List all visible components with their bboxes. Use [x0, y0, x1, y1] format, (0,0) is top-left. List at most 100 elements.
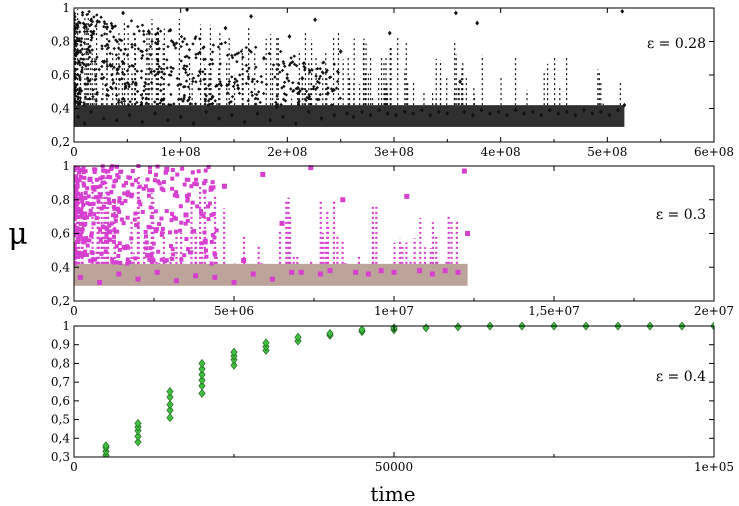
series-1	[76, 7, 627, 126]
cloud-point	[203, 178, 208, 183]
cloud-point	[292, 62, 297, 66]
cloud-point	[318, 67, 322, 71]
cloud-point	[246, 99, 250, 103]
cloud-point	[147, 188, 152, 193]
data-point	[471, 112, 475, 118]
cloud-point	[105, 64, 110, 69]
cloud-point	[80, 237, 85, 242]
cloud-point	[152, 178, 157, 183]
cloud-point	[74, 54, 78, 58]
data-point	[462, 109, 467, 115]
cloud-point	[133, 43, 137, 47]
data-point	[332, 112, 337, 118]
cloud-point	[282, 84, 286, 89]
cloud-point	[147, 225, 152, 230]
cloud-point	[139, 69, 144, 73]
cloud-point	[143, 80, 147, 85]
data-point	[241, 258, 247, 263]
cloud-point	[106, 197, 111, 202]
data-point	[300, 75, 305, 81]
cloud-point	[163, 170, 168, 175]
y-tick-label: 0,8	[51, 356, 70, 370]
cloud-point	[116, 56, 121, 60]
cloud-point	[180, 166, 185, 171]
data-point	[442, 268, 448, 274]
cloud-point	[106, 46, 111, 50]
cloud-point	[151, 241, 156, 246]
cloud-point	[99, 15, 103, 19]
cloud-point	[98, 238, 103, 243]
cloud-point	[113, 24, 118, 28]
cloud-point	[255, 79, 260, 84]
cloud-point	[159, 88, 163, 93]
data-point	[294, 332, 302, 342]
cloud-point	[246, 77, 251, 81]
cloud-point	[98, 184, 103, 189]
cloud-point	[77, 178, 82, 183]
cloud-point	[100, 175, 105, 180]
cloud-point	[83, 190, 88, 195]
cloud-point	[89, 233, 94, 238]
cloud-point	[179, 220, 184, 225]
data-point	[417, 268, 423, 274]
cloud-point	[84, 252, 89, 257]
cloud-point	[202, 189, 207, 194]
cloud-point	[116, 100, 121, 105]
cloud-point	[246, 75, 251, 79]
cloud-point	[119, 201, 124, 206]
data-point	[505, 112, 509, 118]
cloud-point	[144, 96, 149, 100]
cloud-point	[164, 209, 169, 214]
data-point	[287, 34, 292, 39]
cloud-point	[76, 253, 81, 258]
data-point	[193, 273, 199, 279]
cloud-point	[139, 93, 143, 97]
cloud-point	[190, 200, 195, 205]
data-point	[183, 212, 189, 218]
cloud-point	[287, 79, 291, 83]
cloud-point	[83, 211, 88, 216]
cloud-point	[212, 235, 217, 240]
data-point	[340, 197, 346, 203]
cloud-point	[271, 63, 276, 67]
cloud-point	[259, 74, 263, 79]
cloud-point	[187, 95, 192, 100]
cloud-point	[155, 41, 160, 46]
cloud-point	[74, 225, 79, 230]
cloud-point	[157, 181, 162, 186]
cloud-point	[111, 81, 116, 85]
cloud-point	[111, 239, 116, 244]
cloud-point	[78, 208, 83, 213]
cloud-point	[89, 250, 94, 255]
cloud-point	[141, 96, 145, 100]
cloud-point	[247, 48, 252, 53]
cloud-point	[85, 50, 89, 54]
cloud-point	[161, 188, 166, 193]
cloud-point	[191, 79, 195, 84]
cloud-point	[110, 257, 115, 262]
cloud-point	[93, 59, 97, 64]
data-point	[326, 329, 334, 338]
cloud-point	[169, 73, 173, 77]
cloud-point	[74, 74, 77, 79]
cloud-point	[97, 67, 101, 72]
cloud-point	[75, 201, 80, 206]
cloud-point	[130, 168, 135, 173]
cloud-point	[135, 89, 140, 94]
data-point	[429, 271, 435, 277]
cloud-point	[112, 206, 117, 211]
cloud-point	[124, 180, 129, 185]
y-tick-label: 0,6	[51, 68, 70, 82]
cloud-point	[315, 79, 320, 84]
cloud-point	[106, 191, 111, 196]
cloud-point	[203, 168, 208, 173]
cloud-point	[110, 213, 115, 218]
cloud-point	[119, 169, 124, 174]
cloud-point	[335, 79, 340, 84]
data-point	[166, 413, 174, 423]
cloud-point	[115, 68, 119, 72]
x-tick-label: 2e+08	[267, 145, 307, 159]
cloud-point	[179, 97, 183, 101]
cloud-point	[184, 193, 189, 198]
cloud-point	[225, 91, 230, 95]
